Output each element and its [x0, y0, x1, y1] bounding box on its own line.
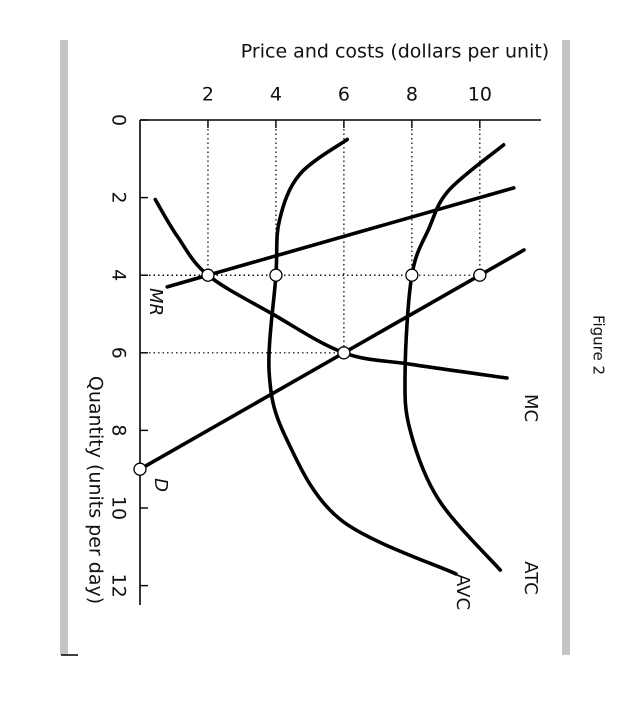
curve-label: MR: [145, 288, 166, 316]
y-tick-label: 8: [406, 84, 418, 106]
curve: [138, 248, 526, 471]
curve: [403, 143, 506, 572]
y-tick-label: 10: [468, 84, 492, 106]
figure-label: Figure 2: [590, 315, 608, 375]
right-border-bar: [562, 40, 570, 655]
point: [337, 346, 351, 360]
left-border-bar: [60, 40, 68, 655]
plot: Price and costs (dollars per unit) Quant…: [85, 41, 550, 611]
curve: [153, 197, 509, 380]
y-tick-label: 4: [270, 84, 282, 106]
y-axis-title: Price and costs (dollars per unit): [241, 41, 549, 63]
x-tick-label: 8: [108, 424, 130, 436]
x-tick-label: 12: [108, 574, 130, 598]
x-tick-label: 10: [108, 496, 130, 520]
curve-label: D: [150, 478, 171, 492]
x-axis-title: Quantity (units per day): [85, 376, 107, 604]
curve-label: ATC: [520, 561, 541, 594]
x-tick-label: 4: [108, 269, 130, 281]
point: [405, 268, 419, 282]
point: [269, 268, 283, 282]
y-tick-label: 2: [202, 84, 214, 106]
x-tick-label: 6: [108, 347, 130, 359]
x-tick-label: 2: [108, 192, 130, 204]
point: [133, 462, 147, 476]
point: [473, 268, 487, 282]
x-tick-label: 0: [108, 114, 130, 126]
curve: [267, 137, 458, 576]
curve-label: AVC: [452, 574, 473, 610]
y-tick-label: 6: [338, 84, 350, 106]
curve-label: MC: [520, 394, 541, 422]
point: [201, 268, 215, 282]
curve: [165, 186, 516, 289]
